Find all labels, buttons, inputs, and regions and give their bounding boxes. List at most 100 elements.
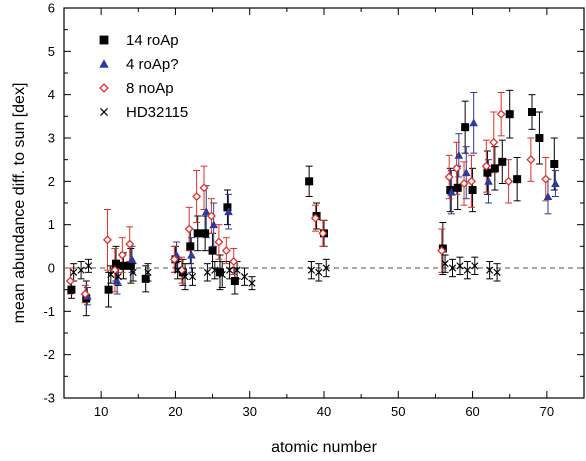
x-axis-title: atomic number bbox=[271, 439, 377, 456]
data-point bbox=[310, 213, 320, 223]
data-point-stroke bbox=[188, 273, 197, 281]
data-point bbox=[490, 164, 499, 173]
data-point bbox=[214, 237, 224, 247]
data-point bbox=[444, 172, 454, 182]
data-point bbox=[505, 110, 514, 119]
data-point bbox=[461, 168, 471, 177]
data-point bbox=[221, 246, 231, 256]
data-point bbox=[193, 229, 202, 238]
data-point bbox=[188, 273, 197, 281]
data-point bbox=[80, 289, 90, 299]
legend: 14 roAp 4 roAp? 8 noAp HD32115 bbox=[99, 32, 188, 121]
data-point bbox=[102, 235, 112, 245]
y-tick-label: 6 bbox=[48, 1, 55, 16]
legend-marker-3-stroke bbox=[100, 108, 108, 116]
data-point-stroke bbox=[144, 268, 152, 276]
data-point bbox=[117, 250, 127, 260]
data-point bbox=[126, 261, 135, 270]
data-point bbox=[127, 255, 137, 263]
y-tick-label: -2 bbox=[43, 347, 55, 362]
data-point bbox=[513, 175, 522, 184]
data-point bbox=[541, 174, 551, 184]
data-point bbox=[119, 261, 128, 270]
data-point-stroke bbox=[493, 268, 501, 276]
data-point bbox=[471, 262, 479, 270]
legend-label-3: HD32115 bbox=[126, 104, 188, 121]
data-marks bbox=[65, 89, 560, 317]
data-point bbox=[224, 207, 233, 216]
data-point bbox=[463, 266, 471, 274]
data-point bbox=[129, 268, 137, 276]
legend-label-2: 8 noAp bbox=[126, 80, 174, 97]
data-point bbox=[322, 264, 330, 272]
data-point bbox=[84, 262, 93, 270]
data-point bbox=[543, 192, 553, 200]
data-point bbox=[248, 279, 256, 287]
data-point-stroke bbox=[70, 268, 78, 276]
data-point bbox=[489, 137, 499, 147]
data-point-stroke bbox=[174, 266, 182, 274]
data-point bbox=[481, 161, 491, 171]
data-point bbox=[461, 123, 470, 132]
data-point bbox=[230, 277, 239, 285]
data-point bbox=[318, 228, 328, 238]
data-point-stroke bbox=[315, 268, 323, 276]
y-tick-label: 1 bbox=[48, 217, 55, 232]
data-point bbox=[307, 266, 315, 274]
data-point-stroke bbox=[129, 268, 137, 276]
data-point bbox=[169, 254, 179, 264]
data-point-stroke bbox=[456, 262, 464, 270]
data-point-stroke bbox=[486, 266, 494, 274]
data-point bbox=[469, 118, 478, 127]
data-point bbox=[112, 276, 122, 285]
data-point-stroke bbox=[84, 262, 93, 270]
data-point bbox=[448, 264, 457, 272]
data-point bbox=[184, 224, 194, 234]
series-2 bbox=[66, 92, 550, 304]
data-point-stroke bbox=[448, 264, 457, 272]
data-point bbox=[226, 266, 234, 274]
legend-marker-0 bbox=[99, 35, 109, 45]
data-point bbox=[437, 246, 447, 256]
series-markers-3 bbox=[70, 260, 501, 287]
data-point-stroke bbox=[211, 266, 219, 274]
y-axis-title: mean abundance diff. to sun [dex] bbox=[11, 83, 28, 324]
y-tick-label: 2 bbox=[48, 174, 55, 189]
data-point bbox=[144, 268, 152, 276]
x-tick-label: 60 bbox=[465, 404, 479, 419]
y-tick-label: -1 bbox=[43, 304, 55, 319]
y-tick-label: 3 bbox=[48, 131, 55, 146]
data-point bbox=[454, 151, 464, 159]
data-point bbox=[233, 266, 241, 274]
data-point bbox=[459, 178, 469, 189]
data-point-stroke bbox=[307, 266, 315, 274]
data-point bbox=[466, 176, 476, 186]
data-point bbox=[483, 168, 492, 177]
data-point bbox=[493, 268, 501, 276]
legend-marker-2 bbox=[99, 83, 109, 93]
y-tick-label: 5 bbox=[48, 44, 55, 59]
x-tick-label: 10 bbox=[94, 404, 108, 419]
data-point bbox=[484, 177, 493, 185]
data-point-stroke bbox=[240, 273, 249, 281]
data-point bbox=[498, 157, 507, 166]
data-point-stroke bbox=[248, 279, 256, 287]
data-point bbox=[199, 183, 209, 193]
plot-axes: 10 20 30 40 50 60 70 -3 -2 -1 0 1 2 3 4 5 6 bbox=[43, 1, 585, 419]
data-point-stroke bbox=[471, 262, 479, 270]
data-point bbox=[181, 273, 189, 281]
data-point-stroke bbox=[203, 268, 211, 276]
data-point bbox=[453, 183, 462, 192]
data-point bbox=[187, 250, 196, 259]
data-point bbox=[192, 191, 202, 202]
data-point-stroke bbox=[107, 270, 115, 279]
data-point bbox=[441, 260, 449, 268]
y-tick-label: 0 bbox=[48, 261, 55, 276]
data-point bbox=[468, 186, 477, 194]
data-point bbox=[223, 203, 232, 212]
data-point-stroke bbox=[114, 273, 122, 281]
data-point bbox=[112, 259, 120, 268]
data-point bbox=[240, 273, 249, 281]
data-point-stroke bbox=[233, 266, 241, 274]
